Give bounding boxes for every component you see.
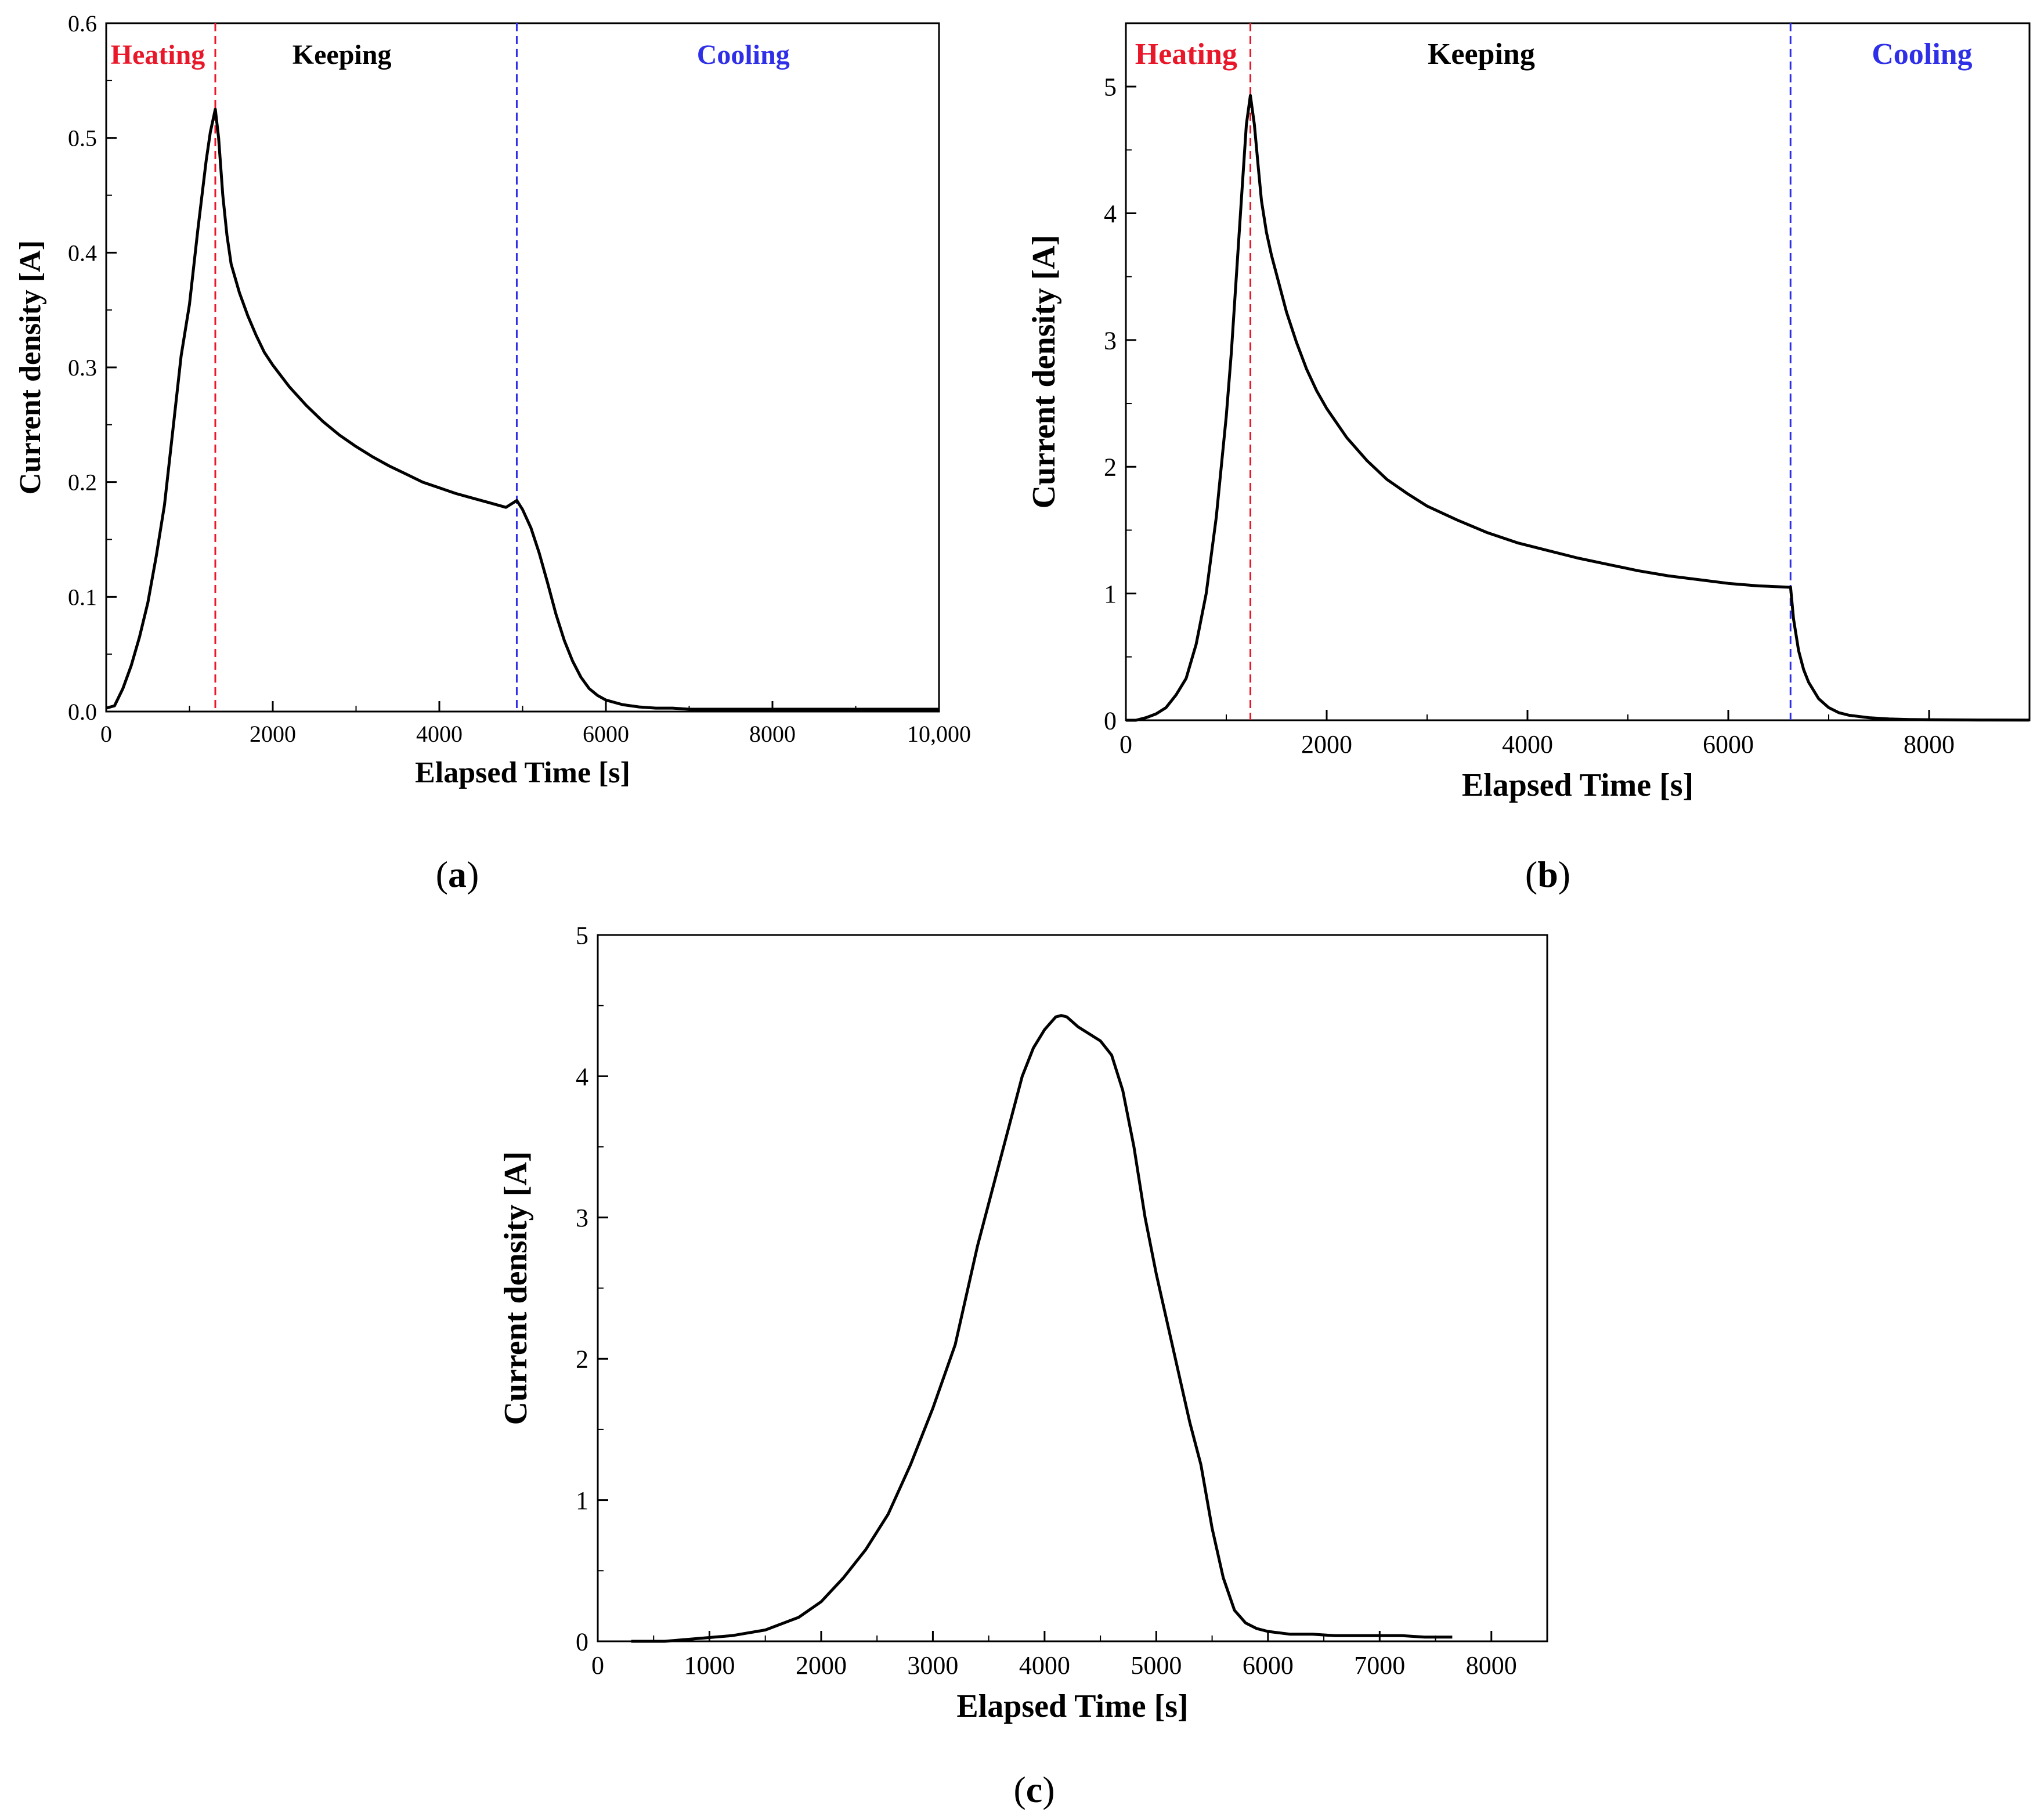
x-tick-label: 4000 [1019,1651,1070,1680]
x-tick-label: 0 [100,721,112,747]
phase-label: Keeping [1428,38,1535,71]
x-tick-label: 1000 [684,1651,735,1680]
x-tick-label: 6000 [1703,730,1754,759]
y-axis-title: Current density [A] [498,1151,534,1425]
x-tick-label: 6000 [1243,1651,1294,1680]
y-tick-label: 0.4 [68,240,97,266]
x-tick-label: 4000 [416,721,463,747]
y-tick-label: 0.0 [68,699,97,725]
x-tick-label: 5000 [1131,1651,1182,1680]
y-tick-label: 0.3 [68,355,97,381]
phase-label: Cooling [697,39,790,70]
panel-caption-letter: a [448,854,467,895]
phase-label: Cooling [1872,38,1972,71]
panel-caption: (c) [1013,1769,1054,1810]
y-tick-label: 0.1 [68,584,97,610]
y-tick-label: 4 [576,1063,588,1091]
y-tick-label: 2 [576,1345,588,1374]
panel-caption: (a) [436,854,479,895]
plot-frame [597,934,1548,1642]
data-line-current [106,107,939,711]
y-tick-label: 3 [1104,326,1117,355]
x-tick-label: 4000 [1502,730,1553,759]
x-tick-label: 2000 [1301,730,1352,759]
x-axis-title: Elapsed Time [s] [956,1688,1188,1724]
x-tick-label: 0 [591,1651,604,1680]
panel-caption-letter: c [1026,1769,1042,1810]
x-tick-label: 6000 [583,721,629,747]
panel-a-chart: 0 2000 4000 6000 8000 10,000 0.0 0.1 0.2 0.3 0.4 0.… [14,10,971,895]
y-tick-label: 0.5 [68,125,97,151]
phase-label: Keeping [292,39,392,70]
y-tick-label: 2 [1104,453,1117,482]
plot-frame [1125,22,2031,721]
x-tick-label: 2000 [250,721,296,747]
y-tick-label: 5 [576,921,588,949]
x-tick-label: 8000 [749,721,796,747]
x-axis-title: Elapsed Time [s] [415,756,630,789]
y-tick-label: 0.2 [68,470,97,496]
phase-label: Heating [1135,38,1237,71]
y-tick-label: 4 [1104,200,1117,228]
panel-caption-letter: b [1537,854,1558,895]
y-tick-label: 0.6 [68,10,97,37]
y-tick-label: 3 [576,1204,588,1232]
y-tick-label: 0 [576,1627,588,1656]
x-tick-label: 0 [1119,730,1132,759]
plot-frame [105,22,940,713]
x-tick-label: 8000 [1904,730,1955,759]
x-tick-label: 8000 [1466,1651,1517,1680]
x-tick-label: 10,000 [907,721,971,747]
y-axis-title: Current density [A] [1026,235,1062,509]
y-tick-label: 0 [1104,706,1117,735]
data-line-current [631,1014,1453,1643]
x-tick-label: 2000 [796,1651,847,1680]
data-line-current [1126,94,2030,722]
y-tick-label: 1 [1104,580,1117,608]
x-axis-title: Elapsed Time [s] [1462,767,1693,803]
x-tick-label: 3000 [907,1651,958,1680]
panel-c-chart: 0 1000 2000 3000 4000 5000 6000 7000 8000 0 1 2 3 4 5 E… [498,921,1548,1810]
y-axis-title: Current density [A] [14,240,47,494]
x-tick-label: 7000 [1354,1651,1405,1680]
y-tick-label: 1 [576,1486,588,1515]
panel-caption: (b) [1525,854,1570,895]
phase-label: Heating [111,39,205,70]
y-tick-label: 5 [1104,73,1117,102]
panel-b-chart: 0 2000 4000 6000 8000 0 1 2 3 4 5 Heating Keeping Coo… [1026,22,2031,895]
